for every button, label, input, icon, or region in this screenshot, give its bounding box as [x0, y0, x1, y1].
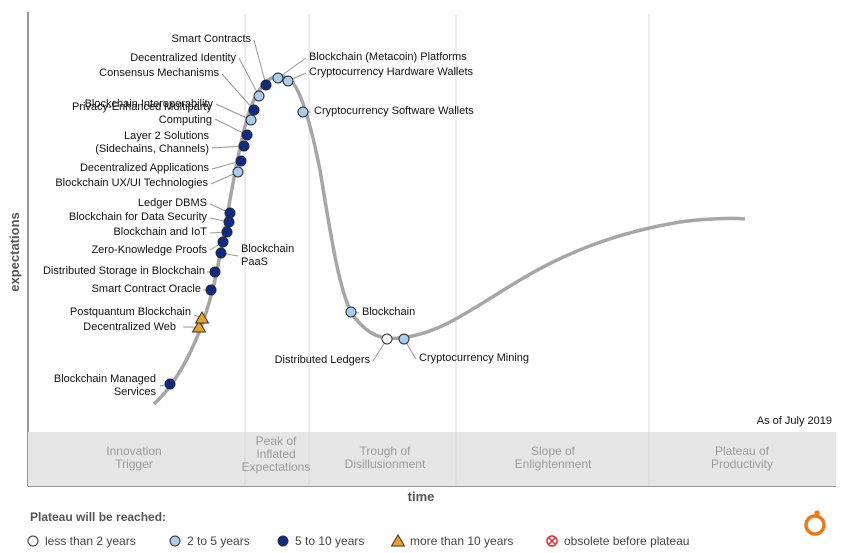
tech-label: Smart Contracts: [172, 33, 252, 45]
tech-marker: [297, 106, 309, 118]
tech-label: Cryptocurrency Hardware Wallets: [309, 66, 474, 78]
tech-label: Smart Contract Oracle: [92, 283, 201, 295]
tech-label: Postquantum Blockchain: [70, 306, 191, 318]
tech-marker: [232, 166, 244, 178]
phase-label: Plateau of Productivity: [711, 444, 773, 471]
tech-marker: [215, 247, 227, 259]
tech-marker: [245, 114, 257, 126]
tech-label: Blockchain: [362, 306, 415, 318]
legend-label: more than 10 years: [410, 534, 513, 548]
tech-label: Consensus Mechanisms: [99, 67, 219, 79]
tech-marker: [260, 79, 272, 91]
leader-line: [253, 39, 267, 86]
tech-marker: [164, 378, 176, 390]
tech-marker: [205, 284, 217, 296]
tech-marker: [194, 311, 210, 324]
tech-label: Privacy-Enhanced Multiparty Computing: [72, 101, 213, 126]
tech-marker: [235, 155, 247, 167]
phase-label: Slope of Enlightenment: [515, 444, 592, 471]
tech-marker: [248, 104, 260, 116]
tech-marker: [217, 236, 229, 248]
tech-label: Blockchain Interoperability: [85, 98, 214, 110]
legend-title: Plateau will be reached:: [30, 510, 166, 524]
as-of-label: As of July 2019: [757, 415, 832, 427]
legend-marker-cross: [548, 537, 556, 545]
tech-label: Cryptocurrency Mining: [419, 352, 529, 364]
legend-marker: [390, 534, 406, 547]
leader-line: [214, 118, 248, 136]
phase-band: [28, 432, 836, 486]
legend-marker: [277, 535, 289, 547]
tech-label: Blockchain UX/UI Technologies: [55, 177, 208, 189]
leader-line: [277, 57, 307, 79]
legend-label: 5 to 10 years: [295, 534, 364, 548]
tech-label: Distributed Storage in Blockchain: [43, 265, 205, 277]
tech-marker: [224, 207, 236, 219]
legend-label: 2 to 5 years: [187, 534, 250, 548]
tech-label: Decentralized Web: [83, 321, 176, 333]
leader-line: [238, 57, 260, 97]
tech-marker: [223, 216, 235, 228]
tech-label: Ledger DBMS: [138, 197, 207, 209]
tech-label: Layer 2 Solutions (Sidechains, Channels): [95, 130, 209, 155]
tech-label: Cryptocurrency Software Wallets: [314, 105, 474, 117]
tech-marker: [272, 72, 284, 84]
y-axis-title: expectations: [7, 212, 22, 291]
tech-marker: [241, 129, 253, 141]
leader-line: [215, 103, 252, 121]
vendor-logo: [804, 510, 826, 536]
tech-marker: [221, 226, 233, 238]
phase-label: Innovation Trigger: [106, 444, 161, 471]
legend-marker: [27, 535, 39, 547]
tech-label: Blockchain for Data Security: [69, 211, 208, 223]
legend-label: obsolete before plateau: [564, 534, 689, 548]
tech-marker: [345, 306, 357, 318]
tech-label: Zero-Knowledge Proofs: [91, 244, 207, 256]
tech-label: Distributed Ledgers: [275, 354, 371, 366]
tech-label: Blockchain and IoT: [113, 226, 207, 238]
tech-label: Decentralized Identity: [130, 52, 236, 64]
tech-label: Decentralized Applications: [80, 162, 210, 174]
tech-label: Blockchain Managed Services: [54, 373, 157, 398]
legend-label: less than 2 years: [45, 534, 136, 548]
legend-marker: [169, 535, 181, 547]
tech-marker: [398, 333, 410, 345]
tech-label: Blockchain PaaS: [241, 243, 294, 268]
tech-label: Blockchain (Metacoin) Platforms: [309, 51, 467, 63]
tech-marker: [238, 140, 250, 152]
x-axis-title: time: [408, 489, 435, 504]
leader-line: [221, 73, 255, 111]
phase-label: Trough of Disillusionment: [345, 444, 426, 471]
tech-marker: [282, 75, 294, 87]
tech-marker: [381, 333, 393, 345]
phase-label: Peak of Inflated Expectations: [242, 434, 311, 474]
tech-marker: [191, 320, 207, 333]
tech-marker: [209, 266, 221, 278]
hype-curve: [152, 74, 746, 406]
tech-marker: [253, 90, 265, 102]
